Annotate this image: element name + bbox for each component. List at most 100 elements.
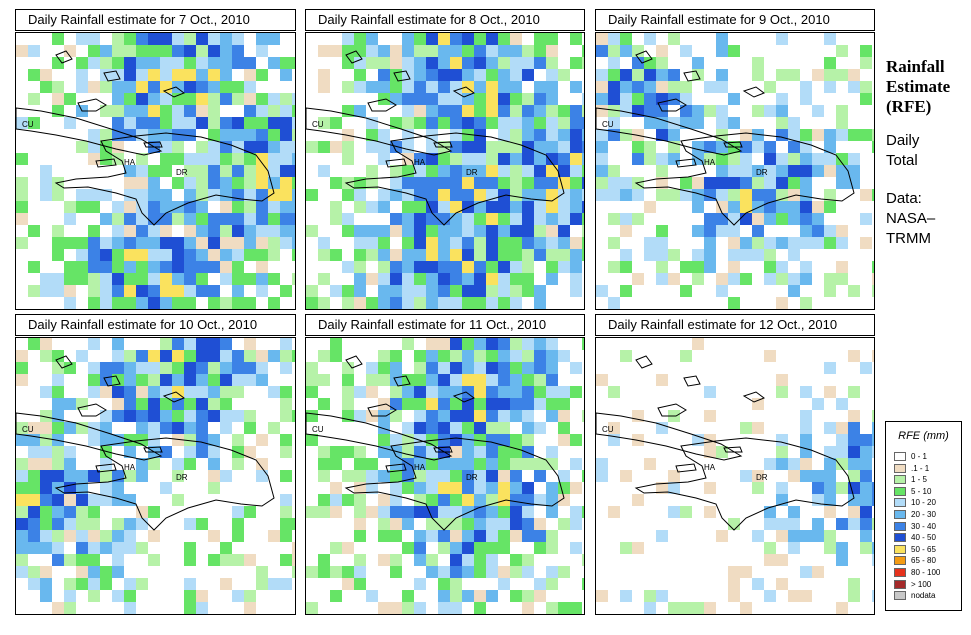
coastline bbox=[452, 86, 476, 98]
legend-label: 1 - 5 bbox=[911, 475, 928, 485]
legend-label: 20 - 30 bbox=[911, 509, 936, 519]
map-label-cuba: CU bbox=[312, 120, 324, 129]
legend-swatch bbox=[894, 498, 906, 508]
coastline bbox=[345, 355, 363, 369]
coastline bbox=[162, 86, 186, 98]
legend-label: 30 - 40 bbox=[911, 521, 936, 531]
coastline bbox=[103, 70, 121, 82]
map-label-haiti: HA bbox=[414, 463, 426, 472]
legend-label: > 100 bbox=[911, 579, 932, 589]
panel-title: Daily Rainfall estimate for 8 Oct., 2010 bbox=[305, 9, 585, 31]
coastline bbox=[742, 86, 766, 98]
map-label-dominican_republic: DR bbox=[176, 473, 188, 482]
rainfall-map: CU HA DR bbox=[15, 32, 296, 310]
legend-label: nodata bbox=[911, 591, 936, 601]
coastline bbox=[143, 446, 163, 453]
map-label-haiti: HA bbox=[414, 158, 426, 167]
rainfall-map: CU HA DR bbox=[15, 337, 296, 615]
coastline bbox=[306, 107, 453, 156]
coastline bbox=[635, 355, 653, 369]
side-subtitle: Daily Total bbox=[886, 131, 970, 171]
rainfall-grid: CU HA DR bbox=[306, 33, 584, 309]
coastline bbox=[77, 98, 107, 112]
panel-oct-10: Daily Rainfall estimate for 10 Oct., 201… bbox=[15, 314, 296, 615]
panel-oct-7: Daily Rainfall estimate for 7 Oct., 2010… bbox=[15, 9, 296, 310]
rainfall-map: CU HA DR bbox=[595, 337, 875, 615]
coastline bbox=[367, 98, 397, 112]
coastline bbox=[54, 437, 275, 531]
coastline bbox=[16, 412, 163, 461]
coastline bbox=[16, 107, 163, 156]
map-label-cuba: CU bbox=[22, 425, 34, 434]
legend-swatch bbox=[894, 521, 906, 531]
map-label-cuba: CU bbox=[312, 425, 324, 434]
map-label-cuba: CU bbox=[602, 120, 614, 129]
side-subtitle-line: Total bbox=[886, 152, 918, 169]
map-label-haiti: HA bbox=[704, 463, 716, 472]
coastline bbox=[683, 70, 701, 82]
map-label-dominican_republic: DR bbox=[176, 168, 188, 177]
coastline bbox=[433, 141, 453, 148]
coastline bbox=[345, 50, 363, 64]
legend-label: 5 - 10 bbox=[911, 486, 932, 496]
coastline bbox=[77, 403, 107, 417]
legend-title: RFE (mm) bbox=[898, 430, 949, 442]
coastline bbox=[344, 437, 565, 531]
coastline bbox=[452, 391, 476, 403]
legend-swatch bbox=[894, 579, 906, 589]
rainfall-map: CU HA DR bbox=[305, 337, 585, 615]
coastline bbox=[344, 132, 565, 226]
coastline bbox=[55, 355, 73, 369]
panel-title: Daily Rainfall estimate for 7 Oct., 2010 bbox=[15, 9, 296, 31]
panel-title: Daily Rainfall estimate for 11 Oct., 201… bbox=[305, 314, 585, 336]
legend-label: .1 - 1 bbox=[911, 463, 930, 473]
legend-swatch bbox=[894, 486, 906, 496]
rainfall-grid: CU HA DR bbox=[596, 338, 874, 614]
coastline bbox=[393, 70, 411, 82]
coastline bbox=[385, 463, 407, 473]
coastline bbox=[723, 446, 743, 453]
coastline bbox=[95, 463, 117, 473]
coastline bbox=[742, 391, 766, 403]
panel-title: Daily Rainfall estimate for 10 Oct., 201… bbox=[15, 314, 296, 336]
map-label-dominican_republic: DR bbox=[466, 473, 478, 482]
coastline bbox=[635, 50, 653, 64]
legend-swatch bbox=[894, 591, 906, 601]
map-label-cuba: CU bbox=[602, 425, 614, 434]
panel-title: Daily Rainfall estimate for 12 Oct., 201… bbox=[595, 314, 875, 336]
side-title-line: (RFE) bbox=[886, 97, 932, 116]
map-label-dominican_republic: DR bbox=[756, 473, 768, 482]
legend-label: 40 - 50 bbox=[911, 533, 936, 543]
side-title-line: Estimate bbox=[886, 77, 951, 96]
coastline bbox=[306, 412, 453, 461]
coastline bbox=[657, 98, 687, 112]
rainfall-grid: CU HA DR bbox=[16, 33, 295, 309]
map-label-cuba: CU bbox=[22, 120, 34, 129]
legend-swatch bbox=[894, 475, 906, 485]
panel-oct-8: Daily Rainfall estimate for 8 Oct., 2010… bbox=[305, 9, 585, 310]
coastline bbox=[596, 412, 743, 461]
side-title-line: Rainfall bbox=[886, 57, 945, 76]
legend-label: 0 - 1 bbox=[911, 452, 928, 461]
legend-swatch bbox=[894, 567, 906, 577]
coastline bbox=[162, 391, 186, 403]
rainfall-grid: CU HA DR bbox=[16, 338, 295, 614]
coastline bbox=[675, 158, 697, 168]
legend-swatch bbox=[894, 556, 906, 566]
coastline bbox=[634, 132, 855, 226]
map-label-dominican_republic: DR bbox=[756, 168, 768, 177]
legend-swatch bbox=[894, 533, 906, 543]
panel-title: Daily Rainfall estimate for 9 Oct., 2010 bbox=[595, 9, 875, 31]
legend-label: 80 - 100 bbox=[911, 567, 941, 577]
coastline bbox=[385, 158, 407, 168]
coastline bbox=[367, 403, 397, 417]
coastline bbox=[433, 446, 453, 453]
panel-oct-9: Daily Rainfall estimate for 9 Oct., 2010… bbox=[595, 9, 875, 310]
coastline bbox=[95, 158, 117, 168]
coastline bbox=[634, 437, 855, 531]
map-label-haiti: HA bbox=[704, 158, 716, 167]
panel-oct-12: Daily Rainfall estimate for 12 Oct., 201… bbox=[595, 314, 875, 615]
coastline bbox=[103, 375, 121, 387]
legend-label: 50 - 65 bbox=[911, 544, 936, 554]
side-source: Data: NASA– TRMM bbox=[886, 189, 970, 249]
